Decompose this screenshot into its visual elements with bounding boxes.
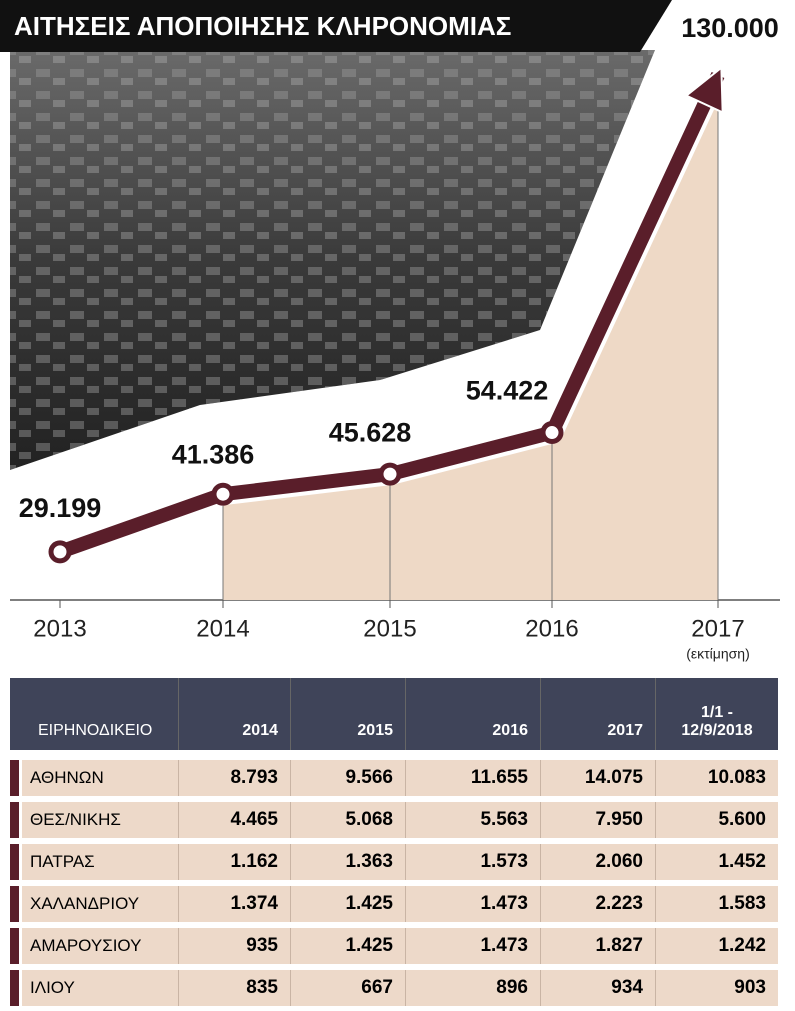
value-cell: 1.827: [540, 928, 655, 964]
x-tick-label: 2014: [196, 615, 249, 642]
row-marker: [10, 886, 19, 922]
x-tick-label: 2016: [525, 615, 578, 642]
value-cell: 1.452: [655, 844, 778, 880]
header-cell: 1/1 - 12/9/2018: [655, 678, 778, 750]
value-cell: 1.573: [405, 844, 540, 880]
value-cell: 935: [178, 928, 290, 964]
value-cell: 934: [540, 970, 655, 1006]
row-label: ΙΛΙΟΥ: [22, 970, 178, 1006]
value-cell: 5.068: [290, 802, 405, 838]
value-cell: 896: [405, 970, 540, 1006]
point: [211, 482, 235, 506]
row-label: ΘΕΣ/ΝΙΚΗΣ: [22, 802, 178, 838]
value-cell: 1.162: [178, 844, 290, 880]
value-cell: 8.793: [178, 760, 290, 796]
value-cell: 1.583: [655, 886, 778, 922]
value-cell: 667: [290, 970, 405, 1006]
header-cell: 2016: [405, 678, 540, 750]
row-marker: [10, 802, 19, 838]
value-cell: 9.566: [290, 760, 405, 796]
row-marker: [10, 928, 19, 964]
value-cell: 1.473: [405, 928, 540, 964]
title-banner: [0, 0, 672, 52]
value-cell: 4.465: [178, 802, 290, 838]
arrow-head: [684, 65, 724, 115]
annotation: (εκτίμηση): [686, 646, 750, 662]
value-cell: 2.060: [540, 844, 655, 880]
value-label: 130.000: [681, 13, 779, 43]
value-cell: 11.655: [405, 760, 540, 796]
value-cell: 1.363: [290, 844, 405, 880]
value-cell: 1.374: [178, 886, 290, 922]
value-cell: 14.075: [540, 760, 655, 796]
value-label: 54.422: [466, 376, 549, 406]
photo-texture: [10, 50, 655, 470]
value-label: 41.386: [172, 439, 255, 469]
value-cell: 5.563: [405, 802, 540, 838]
row-label: ΑΘΗΝΩΝ: [22, 760, 178, 796]
header-cell: 2017: [540, 678, 655, 750]
value-cell: 5.600: [655, 802, 778, 838]
value-cell: 1.425: [290, 886, 405, 922]
x-tick-label: 2015: [363, 615, 416, 642]
point: [48, 540, 72, 564]
row-marker: [10, 844, 19, 880]
point: [378, 462, 402, 486]
header-cell: 2015: [290, 678, 405, 750]
header-cell: ΕΙΡΗΝΟΔΙΚΕΙΟ: [38, 722, 153, 739]
header-cell: 2014: [178, 678, 290, 750]
value-cell: 7.950: [540, 802, 655, 838]
row-marker: [10, 970, 19, 1006]
value-cell: 903: [655, 970, 778, 1006]
value-cell: 1.425: [290, 928, 405, 964]
row-label: ΑΜΑΡΟΥΣΙΟΥ: [22, 928, 178, 964]
row-label: ΧΑΛΑΝΔΡΙΟΥ: [22, 886, 178, 922]
row-marker: [10, 760, 19, 796]
x-tick-label: 2013: [33, 615, 86, 642]
value-cell: 10.083: [655, 760, 778, 796]
value-label: 45.628: [329, 417, 412, 447]
point: [540, 421, 564, 445]
chart-title: ΑΙΤΗΣΕΙΣ ΑΠΟΠΟΙΗΣΗΣ ΚΛΗΡΟΝΟΜΙΑΣ: [14, 11, 511, 41]
value-cell: 835: [178, 970, 290, 1006]
table-header-bg: [10, 678, 778, 750]
value-cell: 2.223: [540, 886, 655, 922]
area: [223, 75, 718, 600]
chart: ΑΙΤΗΣΕΙΣ ΑΠΟΠΟΙΗΣΗΣ ΚΛΗΡΟΝΟΜΙΑΣ 29.199 20…: [0, 0, 780, 662]
value-cell: 1.473: [405, 886, 540, 922]
row-label: ΠΑΤΡΑΣ: [22, 844, 178, 880]
value-cell: 1.242: [655, 928, 778, 964]
x-tick-label: 2017: [691, 615, 744, 642]
value-label: 29.199: [19, 493, 102, 523]
